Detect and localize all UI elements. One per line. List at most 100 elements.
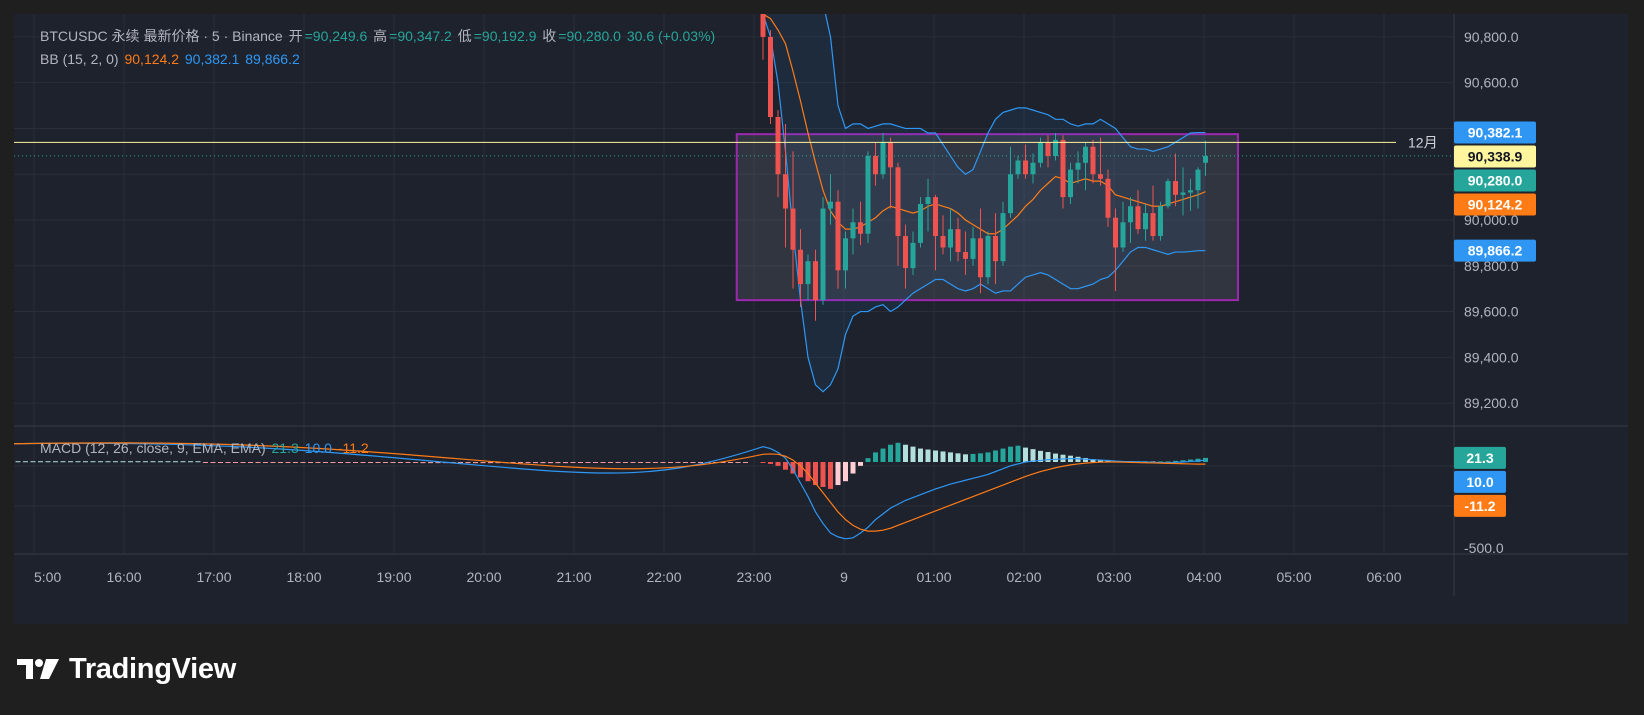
macd-histogram-bar [805,462,811,482]
candle-body [835,201,841,271]
macd-histogram-bar [1053,453,1058,462]
macd-badge [1454,446,1506,469]
chart-area[interactable]: 90,800.090,600.090,400.090,200.090,000.0… [14,14,1628,624]
macd-histogram-bar [843,462,848,482]
price-badge-label: 89,866.2 [1468,243,1523,259]
macd-history-bar [548,462,553,464]
macd-history-bar [525,462,531,464]
macd-histogram-bar [1098,459,1103,462]
price-badge [1454,121,1536,144]
bb-lower-value: 89,866.2 [245,51,300,67]
candle-body [850,222,856,239]
macd-history-bar [210,462,216,463]
macd-history-bar [593,462,598,463]
time-tick-label: 20:00 [466,569,501,585]
candle-body [1015,160,1021,175]
candle-body [1075,162,1081,170]
candle-body [955,229,961,253]
time-tick-label: 01:00 [916,569,951,585]
candle-body [1203,155,1208,163]
macd-histogram-bar [1188,459,1193,462]
macd-history-bar [225,462,231,463]
bb-lower-line [762,14,1206,393]
macd-histogram-bar [1165,461,1171,463]
macd-history-bar [668,462,673,463]
macd-histogram-bar [798,462,803,478]
macd-history-bar [105,461,111,463]
candle-body [1113,217,1118,248]
macd-history-bar [578,462,583,463]
macd-history-bar [60,461,66,463]
macd-history-bar [90,461,96,463]
macd-histogram-bar [918,448,923,462]
candle-body [858,222,863,234]
macd-badge [1454,494,1506,517]
macd-history-bar [555,462,561,464]
bb-band-fill [763,14,1206,392]
macd-histogram-bar [835,462,841,486]
macd-history-bar [458,462,463,464]
candle-body [1105,178,1111,218]
macd-histogram-bar [993,450,998,462]
candle-body [970,238,976,259]
macd-histogram-bar [775,462,781,466]
macd-history-bar [285,462,291,463]
macd-histogram-bar [1000,448,1006,462]
macd-history-bar [308,462,313,463]
candle-body [1158,206,1163,237]
macd-history-bar [315,462,321,463]
macd-history-bar [390,462,396,463]
macd-histogram-bar [970,453,976,462]
candle-body [768,36,773,118]
macd-history-bar [735,462,741,463]
candle-body [1128,206,1133,223]
price-tick-label: 89,800.0 [1464,258,1519,274]
price-badge-label: 90,338.9 [1468,149,1523,165]
time-tick-label: 03:00 [1096,569,1131,585]
macd-legend-label: MACD (12, 26, close, 9, EMA, EMA) [40,440,266,456]
chart-svg[interactable]: 90,800.090,600.090,400.090,200.090,000.0… [14,14,1628,624]
macd-legend[interactable]: MACD (12, 26, close, 9, EMA, EMA) 21.3 1… [40,440,371,456]
macd-history-bar [270,462,276,463]
macd-histogram-bar [1030,449,1036,462]
candle-body [1188,190,1193,193]
candle-body [978,238,983,278]
candle-body [1060,139,1066,198]
macd-histogram-bar [828,462,833,489]
macd-history-bar [645,462,651,463]
bb-legend[interactable]: BB (15, 2, 0) 90,124.2 90,382.1 89,866.2 [40,51,302,67]
macd-history-bar [683,462,688,463]
macd-histogram-bar [850,462,856,474]
macd-history-bar [623,462,628,463]
macd-history-bar [480,462,486,464]
tradingview-logo[interactable]: TradingView [17,652,236,686]
candle-body [843,238,848,271]
candle-body [880,142,886,175]
candle-body [1135,206,1141,230]
legend-close-label: 收 [542,28,557,44]
macd-history-bar [15,461,21,463]
time-tick-label: 19:00 [376,569,411,585]
tradingview-logo-icon [17,659,59,679]
macd-history-bar [360,462,366,463]
candle-body [828,201,833,209]
macd-histogram-bar [895,442,901,462]
candle-body [783,174,788,209]
macd-history-bar [338,462,343,463]
time-tick-label: 05:00 [1276,569,1311,585]
macd-history-bar [83,461,88,463]
macd-histogram-bar [888,444,893,462]
macd-history-bar [420,462,426,464]
candle-body [1030,162,1036,175]
macd-history-bar [113,461,118,463]
price-badge [1454,193,1536,216]
macd-histogram-bar [1105,460,1111,462]
macd-history-bar [233,462,238,463]
macd-history-bar [570,462,576,463]
candle-body [948,229,953,248]
macd-history-bar [653,462,658,463]
macd-badge-label: -11.2 [1464,498,1495,514]
candle-body [1038,142,1043,163]
macd-histogram-bar [933,450,938,462]
legend-symbol[interactable]: BTCUSDC 永续 最新价格 · 5 · Binance [40,28,283,44]
